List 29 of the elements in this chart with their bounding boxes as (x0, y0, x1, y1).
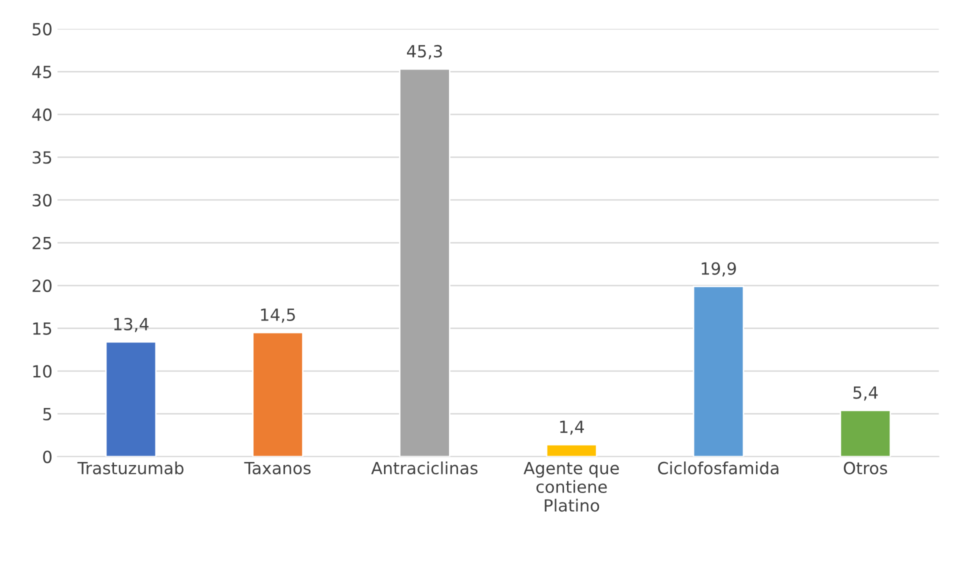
data-label: 1,4 (560, 420, 584, 435)
x-tick-label: Taxanos (244, 462, 311, 474)
x-tick-label: Otros (844, 462, 888, 474)
x-tick-label: Antraciclinas (371, 461, 478, 474)
data-label: 5,4 (853, 386, 878, 401)
bar (105, 341, 157, 457)
data-label: 19,9 (702, 262, 736, 277)
y-tick-label: 40 (32, 108, 52, 122)
data-label: 13,4 (114, 318, 149, 332)
bar (546, 444, 598, 457)
x-tick-label: Trastuzumab (77, 461, 184, 474)
y-tick-label: 35 (32, 151, 52, 164)
y-tick-label: 0 (43, 450, 52, 464)
y-tick-label: 50 (32, 22, 52, 36)
x-tick-label: Ciclofosfamida (658, 461, 778, 474)
y-tick-label: 20 (32, 279, 52, 292)
bar (692, 286, 744, 457)
y-tick-label: 10 (33, 365, 52, 378)
x-tick-label: Agente que contiene Platino (524, 462, 619, 512)
y-tick-label: 5 (43, 408, 52, 420)
data-label: 45,3 (406, 44, 442, 60)
data-label: 14,5 (261, 308, 295, 323)
y-tick-label: 30 (32, 194, 52, 207)
bar (252, 332, 304, 457)
y-tick-label: 15 (33, 322, 52, 335)
y-tick-label: 25 (32, 236, 52, 250)
bar (399, 68, 450, 457)
y-tick-label: 45 (32, 66, 52, 78)
bar (840, 410, 892, 457)
